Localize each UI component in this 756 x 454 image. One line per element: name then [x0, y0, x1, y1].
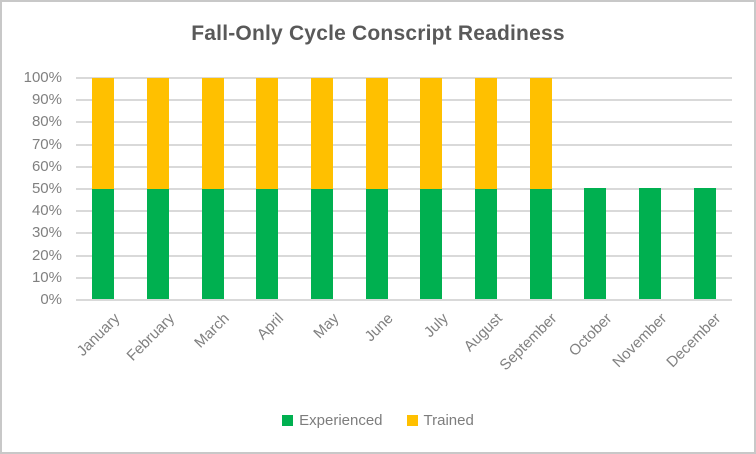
bar-segment-experienced [147, 188, 169, 299]
gridline [76, 144, 732, 146]
experienced-swatch-icon [282, 415, 294, 426]
legend: Experienced Trained [2, 412, 754, 429]
x-axis-label: December [663, 310, 725, 371]
y-tick-label: 60% [31, 158, 62, 175]
y-tick-label: 70% [31, 136, 62, 153]
x-axis-labels: January February March April May June July Augu… [73, 310, 732, 420]
bar-segment-experienced [256, 188, 279, 299]
bar-segment-trained [92, 78, 115, 189]
x-axis-label: August [460, 310, 507, 356]
bar-segment-experienced [92, 188, 115, 299]
gridline [76, 121, 732, 123]
y-tick-label: 10% [31, 269, 62, 286]
x-axis-label: March [191, 310, 233, 352]
bar-segment-trained [365, 78, 388, 189]
bar-slot-december [677, 78, 732, 299]
gridline [76, 255, 732, 257]
gridline [76, 188, 732, 190]
bar-series-container [76, 78, 732, 299]
y-tick-label: 50% [31, 180, 62, 197]
x-axis-label: June [361, 310, 397, 346]
bar-segment-experienced [420, 188, 443, 299]
bar-segment-trained [311, 78, 334, 189]
y-tick-label: 90% [31, 91, 62, 108]
bar-segment-trained [201, 78, 224, 189]
bar-segment-trained [256, 78, 279, 189]
gridline [76, 166, 732, 168]
legend-item-trained: Trained [406, 412, 474, 429]
x-axis-label: September [496, 310, 561, 374]
bar-segment-experienced [201, 188, 224, 299]
bar-slot-may [295, 78, 350, 299]
x-axis-label: July [420, 310, 452, 341]
bar-slot-june [349, 78, 404, 299]
bar-segment-experienced [311, 188, 334, 299]
x-axis-label: February [123, 310, 179, 365]
bar-slot-april [240, 78, 295, 299]
y-tick-label: 0% [40, 291, 62, 308]
y-tick-label: 80% [31, 113, 62, 130]
x-axis-label: November [609, 310, 671, 371]
bar-segment-experienced [365, 188, 388, 299]
bar-segment-experienced [693, 188, 716, 299]
bar-segment-trained [420, 78, 443, 189]
bar-segment-experienced [584, 188, 607, 299]
y-tick-label: 100% [23, 69, 62, 86]
y-tick-label: 20% [31, 247, 62, 264]
chart-title: Fall-Only Cycle Conscript Readiness [191, 22, 565, 45]
bar-slot-october [568, 78, 623, 299]
plot-area [76, 77, 732, 301]
x-axis-label: October [565, 310, 616, 360]
bar-segment-trained [147, 78, 169, 189]
x-axis-label: April [254, 310, 288, 344]
bar-slot-november [623, 78, 678, 299]
bar-segment-trained [475, 78, 498, 189]
gridline [76, 210, 732, 212]
legend-item-experienced: Experienced [282, 412, 383, 429]
x-axis-label: May [309, 310, 343, 343]
bar-segment-trained [529, 78, 552, 189]
legend-label-trained: Trained [423, 412, 474, 429]
x-axis-label: January [73, 310, 124, 360]
bar-segment-experienced [475, 188, 498, 299]
y-tick-label: 30% [31, 224, 62, 241]
gridline [76, 99, 732, 101]
bar-slot-february [131, 78, 186, 299]
bar-slot-january [76, 78, 131, 299]
gridline [76, 232, 732, 234]
bar-slot-july [404, 78, 459, 299]
gridline [76, 299, 732, 301]
y-axis-labels: 100% 90% 80% 70% 60% 50% 40% 30% 20% 10% 0% [2, 69, 62, 308]
bar-segment-experienced [639, 188, 662, 299]
bar-slot-september [513, 78, 568, 299]
gridline [76, 77, 732, 79]
legend-label-experienced: Experienced [299, 412, 383, 429]
gridline [76, 277, 732, 279]
trained-swatch-icon [406, 415, 418, 426]
y-tick-label: 40% [31, 202, 62, 219]
bar-segment-experienced [529, 188, 552, 299]
bar-slot-august [459, 78, 514, 299]
bar-slot-march [185, 78, 240, 299]
